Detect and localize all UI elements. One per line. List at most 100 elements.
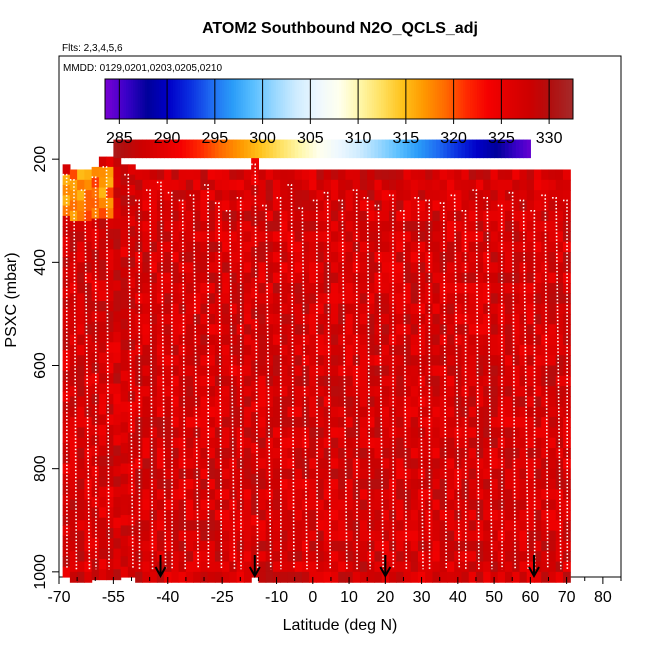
heatmap-cell [396, 551, 405, 563]
heatmap-cell [207, 262, 216, 274]
heatmap-cell [98, 497, 107, 508]
heatmap-cell [200, 200, 209, 212]
heatmap-cell [106, 311, 114, 323]
heatmap-cell [164, 448, 172, 459]
heatmap-cell [461, 427, 470, 439]
heatmap-cell [258, 448, 267, 459]
heatmap-cell [396, 448, 405, 459]
heatmap-cell [294, 179, 303, 191]
heatmap-cell [497, 448, 506, 459]
heatmap-cell [562, 396, 571, 408]
heatmap-cell [106, 476, 114, 488]
heatmap-cell [301, 210, 310, 222]
heatmap-cell [439, 406, 448, 418]
x-tick-label: 50 [485, 589, 503, 606]
heatmap-cell [98, 383, 107, 395]
heatmap-band-cell [410, 139, 415, 159]
heatmap-cell [62, 370, 71, 382]
heatmap-cell [265, 231, 274, 243]
heatmap-cell [519, 210, 528, 222]
heatmap-cell [113, 187, 122, 199]
heatmap-cell [280, 272, 289, 284]
heatmap-cell [512, 231, 521, 243]
x-tick-label: 70 [558, 589, 576, 606]
heatmap-cell [98, 466, 107, 478]
heatmap-cell [185, 293, 194, 305]
heatmap-cell [403, 190, 412, 202]
heatmap-cell [280, 551, 289, 563]
heatmap-cell [294, 272, 303, 284]
heatmap-cell [548, 252, 557, 263]
heatmap-cell [323, 231, 332, 243]
heatmap-band-cell [265, 139, 270, 159]
heatmap-cell [468, 252, 477, 263]
heatmap-cell [338, 344, 347, 356]
heatmap-cell [533, 540, 542, 552]
heatmap-cell [439, 489, 448, 501]
heatmap-cell [171, 571, 180, 583]
heatmap-cell [113, 455, 122, 467]
heatmap-cell [287, 499, 296, 511]
heatmap-cell [374, 313, 383, 325]
heatmap-cell [396, 282, 405, 294]
heatmap-cell [200, 458, 209, 470]
heatmap-cell [113, 497, 122, 508]
heatmap-cell [120, 422, 129, 434]
flight-profile-line [146, 189, 154, 570]
heatmap-cell [185, 303, 194, 315]
heatmap-cell [149, 571, 158, 583]
heatmap-cell [207, 448, 216, 459]
heatmap-cell [504, 530, 513, 542]
heatmap-cell [301, 571, 310, 583]
heatmap-band-cell [403, 139, 408, 159]
heatmap-cell [272, 530, 281, 542]
heatmap-cell [149, 406, 158, 418]
heatmap-cell [359, 468, 368, 480]
heatmap-cell [381, 221, 390, 232]
heatmap-cell [214, 344, 223, 356]
heatmap-cell [142, 231, 151, 243]
heatmap-cell [316, 448, 325, 459]
heatmap-cell [69, 406, 78, 418]
heatmap-cell [142, 571, 151, 583]
heatmap-cell [243, 406, 252, 418]
heatmap-cell [77, 179, 85, 191]
heatmap-cell [512, 334, 521, 346]
heatmap-cell [483, 386, 492, 398]
heatmap-cell [113, 507, 122, 519]
heatmap-cell [171, 262, 180, 274]
heatmap-cell [193, 303, 202, 315]
heatmap-cell [229, 221, 238, 232]
heatmap-cell [562, 375, 571, 387]
colorbar-swatch [121, 79, 125, 119]
heatmap-cell [468, 458, 477, 470]
heatmap-cell [280, 396, 289, 408]
heatmap-cell [243, 324, 252, 336]
heatmap-cell [164, 417, 172, 429]
heatmap-cell [468, 293, 477, 305]
heatmap-cell [512, 540, 521, 552]
heatmap-cell [562, 241, 571, 253]
heatmap-cell [352, 365, 361, 377]
heatmap-cell [258, 252, 267, 263]
heatmap-cell [396, 272, 405, 284]
heatmap-band-cell [316, 139, 321, 159]
heatmap-cell [280, 520, 289, 532]
flight-profile-line [439, 202, 448, 570]
heatmap-cell [512, 293, 521, 305]
heatmap-cell [98, 373, 107, 385]
heatmap-cell [106, 497, 114, 508]
heatmap-cell [98, 538, 107, 550]
heatmap-cell [541, 313, 550, 325]
heatmap-cell [497, 262, 506, 274]
heatmap-band-cell [269, 139, 274, 159]
heatmap-cell [294, 386, 303, 398]
heatmap-cell [512, 272, 521, 284]
heatmap-cell [171, 200, 180, 212]
heatmap-cell [359, 448, 368, 459]
heatmap-cell [410, 262, 419, 274]
heatmap-band-cell [233, 139, 238, 159]
heatmap-cell [294, 406, 303, 418]
heatmap-cell [330, 561, 339, 573]
heatmap-cell [403, 499, 412, 511]
